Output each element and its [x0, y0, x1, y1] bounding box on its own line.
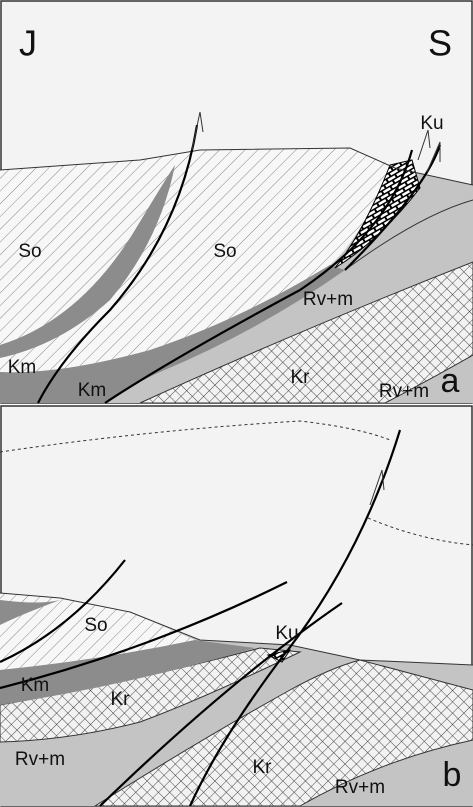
unit-label: Rv+m [303, 289, 353, 310]
km-unit [0, 600, 60, 625]
km-unit [0, 640, 255, 705]
slip-arrow [191, 111, 204, 151]
unit-label: So [84, 615, 107, 636]
unit-label: Km [8, 357, 37, 378]
fault [37, 124, 199, 404]
panel-label: b [443, 756, 462, 794]
fault [104, 149, 414, 404]
topography [0, 147, 473, 186]
panel-b: So Ku Km Kr Rv+m Kr Rv+m b [0, 405, 473, 807]
unit-label: Kr [253, 757, 273, 778]
unit-label: Km [78, 380, 107, 401]
unit-label: Ku [275, 623, 298, 644]
kr-unit [93, 659, 473, 807]
fault [0, 559, 126, 664]
unit-label: Kr [291, 367, 311, 388]
kr-unit [139, 261, 473, 404]
fault [99, 602, 343, 807]
topography [0, 592, 473, 666]
unit-label: Ku [420, 113, 443, 134]
unit-label: Rv+m [15, 749, 65, 770]
unit-label: So [18, 241, 41, 262]
so-unit [0, 148, 392, 373]
fault [344, 144, 442, 271]
unit-label: Kr [111, 689, 131, 710]
contact [344, 199, 473, 271]
direction-label: S [428, 23, 452, 64]
panel-a: J S So So Km Km Ku Rv+m Kr Rv+m a [0, 0, 473, 404]
so-unit [0, 593, 195, 670]
fault [0, 581, 288, 690]
unit-label: Rv+m [335, 777, 385, 798]
slip-arrow [426, 141, 441, 173]
slip-arrow [369, 469, 385, 506]
direction-label: J [19, 23, 37, 64]
fault [188, 429, 402, 807]
unit-label: So [213, 241, 236, 262]
km-unit [0, 265, 345, 403]
unit-label: Km [21, 675, 50, 696]
unit-label: Rv+m [379, 381, 429, 402]
km-unit [0, 165, 175, 358]
eroded-surface [0, 420, 391, 453]
slip-arrow [417, 129, 431, 161]
eroded-surface [367, 517, 473, 546]
panel-label: a [441, 362, 460, 400]
